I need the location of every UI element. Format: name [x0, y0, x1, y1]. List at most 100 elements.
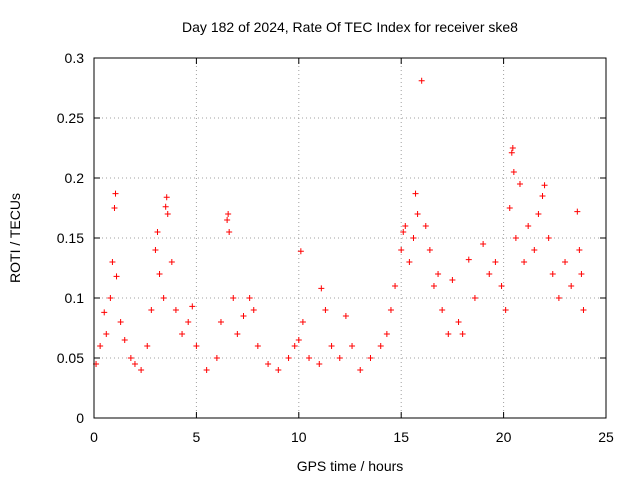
data-point	[103, 331, 110, 337]
data-point	[240, 313, 247, 319]
data-point	[367, 355, 374, 361]
data-point	[295, 337, 302, 343]
data-point	[439, 307, 446, 313]
data-point	[162, 203, 169, 210]
data-point	[412, 190, 419, 197]
data-point	[414, 211, 421, 217]
data-point	[148, 307, 155, 313]
data-point	[568, 283, 575, 289]
data-point	[299, 319, 306, 325]
data-point	[510, 169, 517, 175]
data-point	[508, 149, 515, 156]
data-point	[580, 307, 587, 313]
data-point	[486, 271, 493, 277]
data-point	[342, 313, 349, 319]
data-point	[387, 307, 394, 313]
data-point	[224, 217, 231, 223]
y-tick-label: 0.15	[57, 230, 84, 246]
data-point	[254, 343, 261, 349]
y-tick-label: 0.1	[65, 290, 85, 306]
data-point	[285, 355, 292, 361]
chart-title: Day 182 of 2024, Rate Of TEC Index for r…	[182, 19, 518, 35]
data-point	[131, 361, 138, 367]
data-point	[121, 337, 128, 343]
x-tick-label: 0	[90, 429, 98, 445]
data-point	[512, 235, 519, 241]
data-point	[445, 331, 452, 337]
x-tick-label: 10	[291, 429, 307, 445]
data-point	[383, 331, 390, 337]
data-point	[185, 319, 192, 325]
data-point	[377, 343, 384, 349]
data-point	[113, 273, 120, 280]
data-point	[226, 229, 233, 235]
data-point	[127, 355, 134, 361]
y-tick-label: 0	[76, 410, 84, 426]
plot-frame	[93, 57, 607, 419]
x-tick-label: 25	[598, 429, 614, 445]
data-point	[291, 343, 298, 349]
data-point	[498, 283, 505, 289]
data-point	[163, 194, 170, 201]
data-point	[509, 145, 516, 151]
data-point	[217, 319, 224, 325]
data-point	[144, 343, 151, 349]
data-point	[250, 307, 257, 313]
data-point	[418, 77, 425, 84]
data-point	[168, 259, 175, 265]
data-point	[138, 367, 145, 373]
data-point	[265, 361, 272, 367]
data-point	[322, 307, 329, 313]
data-point	[555, 295, 562, 301]
data-point	[525, 223, 532, 229]
x-tick-label: 15	[393, 429, 409, 445]
data-point	[275, 367, 282, 373]
data-point	[531, 247, 538, 253]
x-tick-label: 5	[193, 429, 201, 445]
data-point	[541, 182, 548, 189]
data-point	[246, 295, 253, 301]
data-point	[422, 223, 429, 229]
data-point	[349, 343, 356, 349]
data-point	[357, 367, 364, 373]
data-point	[225, 211, 232, 217]
data-point	[449, 277, 456, 283]
data-point	[164, 211, 171, 217]
data-point	[112, 190, 119, 197]
data-point	[328, 343, 335, 349]
data-point	[410, 235, 417, 241]
y-tick-label: 0.25	[57, 110, 84, 126]
data-point	[578, 271, 585, 277]
data-point	[521, 259, 528, 265]
data-point	[101, 309, 108, 316]
data-point	[455, 319, 462, 325]
data-point	[107, 295, 114, 301]
data-point	[502, 307, 509, 313]
data-point	[392, 283, 399, 289]
data-point	[213, 355, 220, 361]
data-point	[506, 205, 513, 211]
data-point	[426, 247, 433, 253]
data-point	[97, 343, 104, 349]
data-point	[430, 283, 437, 289]
data-point	[459, 331, 466, 337]
data-points	[93, 77, 587, 373]
axis-ticks: 0 5 10 15 20 25 0 0.05 0.1 0.15 0.2 0.25 0.3	[57, 50, 614, 445]
x-axis-label: GPS time / hours	[297, 458, 404, 474]
data-point	[111, 205, 118, 211]
data-point	[398, 247, 405, 253]
y-tick-label: 0.3	[65, 50, 85, 66]
data-point	[117, 319, 124, 325]
data-point	[318, 285, 325, 292]
data-point	[574, 208, 581, 215]
data-point	[545, 235, 552, 241]
data-point	[203, 367, 210, 373]
data-point	[471, 295, 478, 301]
y-tick-label: 0.05	[57, 350, 84, 366]
data-point	[172, 307, 179, 313]
data-point	[160, 295, 167, 301]
data-point	[480, 241, 487, 247]
grid-lines	[94, 58, 606, 418]
data-point	[156, 271, 163, 277]
